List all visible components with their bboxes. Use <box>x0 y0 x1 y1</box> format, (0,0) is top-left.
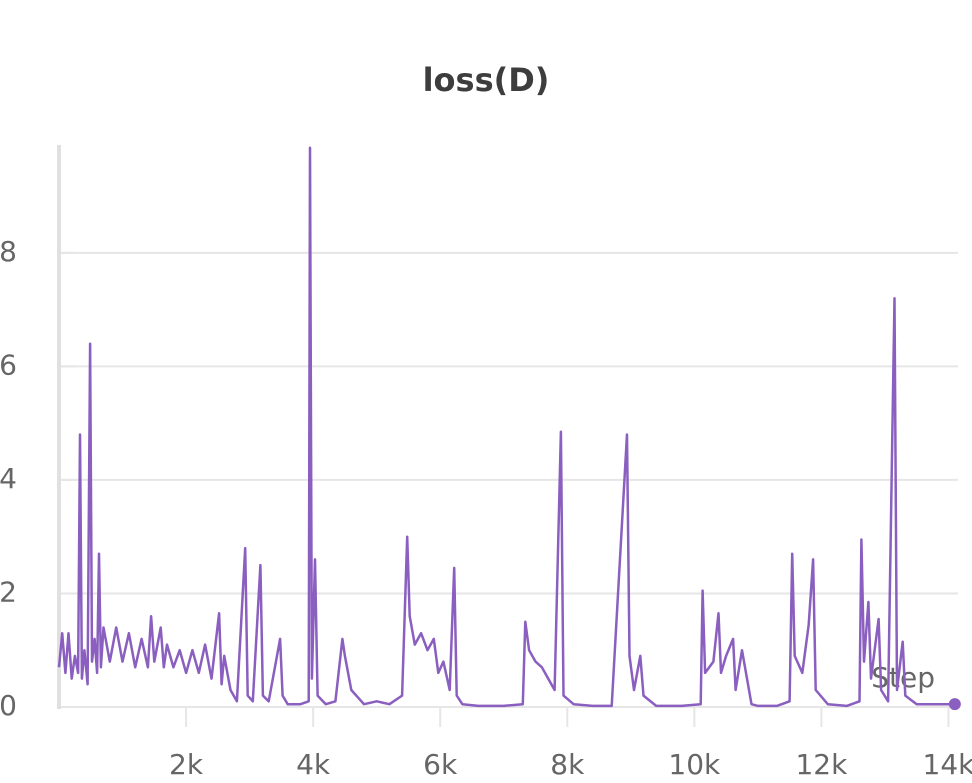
x-tick-label: 8k <box>550 748 585 781</box>
chart-title: loss(D) <box>423 61 550 99</box>
y-tick-label: 0 <box>0 689 17 722</box>
x-tick-label: 12k <box>795 748 848 781</box>
end-point <box>948 698 961 711</box>
y-tick-label: 6 <box>0 348 17 381</box>
x-tick-label: 10k <box>668 748 721 781</box>
y-tick-label: 8 <box>0 235 17 268</box>
x-tick-label: 6k <box>423 748 458 781</box>
y-tick-label: 2 <box>0 575 17 608</box>
x-tick-label: 14k <box>923 748 972 781</box>
x-tick-label: 4k <box>296 748 331 781</box>
y-tick-label: 4 <box>0 462 17 495</box>
x-tick-label: 2k <box>169 748 204 781</box>
data-line <box>57 146 955 708</box>
